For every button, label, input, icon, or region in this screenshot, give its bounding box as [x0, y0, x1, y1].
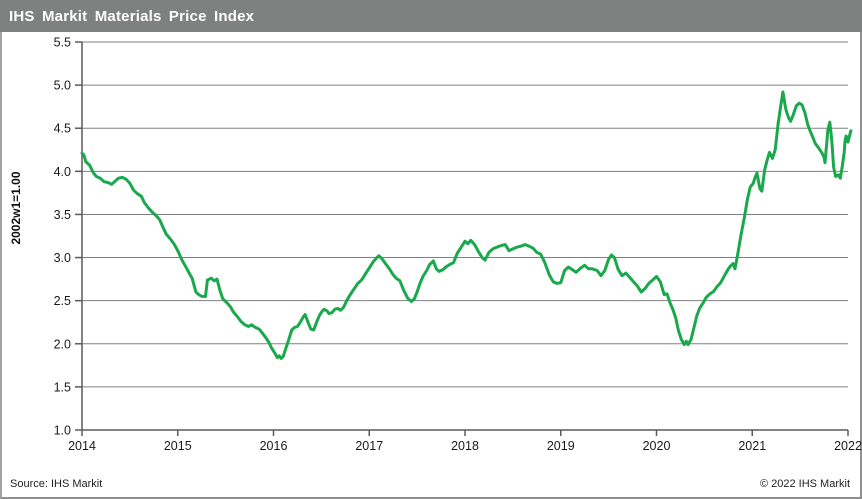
- copyright-text: © 2022 IHS Markit: [759, 478, 850, 490]
- x-tick-label: 2021: [738, 439, 766, 453]
- x-tick-label: 2022: [834, 439, 862, 453]
- x-tick-label: 2014: [68, 439, 96, 453]
- y-tick-label: 4.5: [54, 122, 71, 136]
- y-tick-label: 1.0: [54, 424, 71, 438]
- x-tick-label: 2018: [451, 439, 479, 453]
- y-tick-label: 5.5: [54, 36, 71, 50]
- x-tick-label: 2017: [355, 439, 383, 453]
- source-text: Source: IHS Markit: [10, 478, 103, 490]
- x-tick-label: 2020: [643, 439, 671, 453]
- chart-header-bar: IHS Markit Materials Price Index: [0, 0, 862, 32]
- y-tick-label: 4.0: [54, 165, 71, 179]
- y-tick-label: 5.0: [54, 79, 71, 93]
- x-tick-label: 2016: [260, 439, 288, 453]
- page-title: IHS Markit Materials Price Index: [9, 7, 255, 25]
- price-index-line: [80, 90, 853, 360]
- y-tick-label: 3.0: [54, 251, 71, 265]
- y-axis-title: 2002w1=1.00: [9, 171, 23, 245]
- y-tick-label: 3.5: [54, 208, 71, 222]
- y-tick-label: 1.5: [54, 380, 71, 394]
- y-tick-label: 2.5: [54, 294, 71, 308]
- x-tick-label: 2015: [164, 439, 192, 453]
- y-tick-label: 2.0: [54, 337, 71, 351]
- x-tick-label: 2019: [547, 439, 575, 453]
